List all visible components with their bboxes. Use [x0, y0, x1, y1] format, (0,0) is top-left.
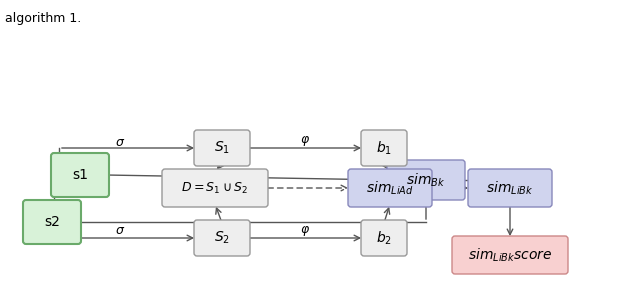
- Text: $sim_{Bk}$: $sim_{Bk}$: [406, 171, 445, 189]
- Text: $S_1$: $S_1$: [214, 140, 230, 156]
- Text: algorithm 1.: algorithm 1.: [5, 12, 81, 25]
- Text: $\varphi$: $\varphi$: [300, 224, 310, 238]
- FancyBboxPatch shape: [348, 169, 432, 207]
- Text: s1: s1: [72, 168, 88, 182]
- Text: $sim_{LiBk}$: $sim_{LiBk}$: [486, 179, 534, 197]
- FancyBboxPatch shape: [162, 169, 268, 207]
- FancyBboxPatch shape: [361, 220, 407, 256]
- FancyBboxPatch shape: [387, 160, 465, 200]
- FancyBboxPatch shape: [361, 130, 407, 166]
- FancyBboxPatch shape: [452, 236, 568, 274]
- Text: $sim_{LiAd}$: $sim_{LiAd}$: [366, 179, 414, 197]
- Text: $\varphi$: $\varphi$: [300, 134, 310, 148]
- FancyBboxPatch shape: [23, 200, 81, 244]
- Text: $D=S_1\cup S_2$: $D=S_1\cup S_2$: [181, 181, 249, 196]
- Text: $b_1$: $b_1$: [376, 139, 392, 157]
- Text: $\sigma$: $\sigma$: [115, 135, 125, 148]
- Text: $\sigma$: $\sigma$: [115, 225, 125, 237]
- Text: s2: s2: [44, 215, 60, 229]
- Text: $S_2$: $S_2$: [214, 230, 230, 246]
- Text: $sim_{LiBk}score$: $sim_{LiBk}score$: [468, 246, 552, 264]
- Text: $b_2$: $b_2$: [376, 229, 392, 247]
- FancyBboxPatch shape: [194, 130, 250, 166]
- FancyBboxPatch shape: [51, 153, 109, 197]
- FancyBboxPatch shape: [194, 220, 250, 256]
- FancyBboxPatch shape: [468, 169, 552, 207]
